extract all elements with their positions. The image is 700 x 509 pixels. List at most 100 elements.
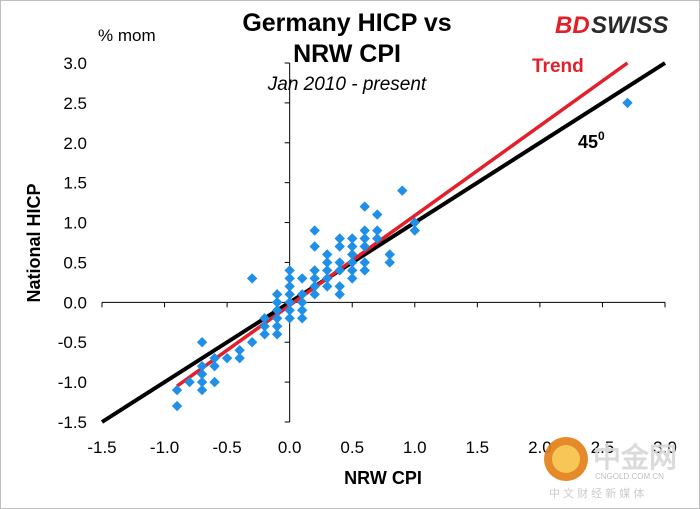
scatter-point bbox=[296, 297, 308, 308]
scatter-point bbox=[284, 305, 295, 316]
brand-logo-bd: BD bbox=[555, 12, 590, 39]
scatter-point bbox=[409, 225, 420, 236]
scatter-point bbox=[271, 329, 283, 340]
x-tick-label: 2.5 bbox=[591, 438, 615, 457]
y-tick-label: 2.5 bbox=[63, 94, 87, 113]
scatter-point bbox=[184, 376, 195, 388]
y-tick-label: -1.0 bbox=[58, 373, 87, 392]
series-line-trend bbox=[176, 61, 629, 388]
scatter-point bbox=[296, 313, 308, 324]
watermark-domain: CNGOLD.COM.CN bbox=[595, 472, 664, 481]
watermark-logo-inner bbox=[552, 445, 580, 473]
scatter-point bbox=[284, 281, 295, 292]
scatter-point bbox=[284, 297, 295, 308]
brand-logo-swiss: SWISS bbox=[591, 12, 668, 39]
scatter-point bbox=[334, 257, 345, 268]
scatter-point bbox=[284, 273, 295, 284]
scatter-point bbox=[372, 209, 383, 220]
x-tick-label: 3.0 bbox=[653, 438, 677, 457]
scatter-point bbox=[409, 217, 420, 228]
scatter-point bbox=[309, 273, 320, 284]
scatter-point bbox=[259, 321, 270, 332]
chart-title-line2: NRW CPI bbox=[293, 40, 401, 68]
scatter-point bbox=[259, 329, 270, 340]
scatter-point bbox=[359, 241, 370, 252]
scatter-point bbox=[322, 273, 333, 284]
scatter-point bbox=[347, 265, 358, 276]
y-tick-label: 1.5 bbox=[63, 174, 87, 193]
scatter-point bbox=[334, 289, 345, 300]
scatter-point bbox=[347, 249, 358, 260]
trend-line-label: Trend bbox=[532, 56, 584, 77]
scatter-point bbox=[284, 289, 295, 300]
scatter-point bbox=[334, 233, 345, 244]
brand-logo: BD SWISS bbox=[555, 12, 668, 39]
scatter-point bbox=[271, 305, 283, 316]
scatter-point bbox=[246, 273, 258, 284]
x-tick-label: 1.5 bbox=[466, 438, 490, 457]
scatter-point bbox=[209, 360, 220, 372]
y-tick-group: -1.5 -1.0 -0.5 0.0 0.5 1.0 1.5 2.0 2.5 3.0 bbox=[58, 54, 290, 432]
x-tick-label: 0.5 bbox=[340, 438, 364, 457]
scatter-point bbox=[296, 305, 308, 316]
scatter-point bbox=[622, 97, 633, 109]
scatter-point bbox=[347, 233, 358, 244]
x-tick-label: -0.5 bbox=[212, 438, 241, 457]
scatter-point bbox=[372, 233, 383, 244]
scatter-point bbox=[196, 368, 208, 380]
scatter-point bbox=[334, 241, 345, 252]
x-tick-label: 1.0 bbox=[403, 438, 427, 457]
scatter-point bbox=[309, 241, 320, 252]
scatter-point bbox=[372, 225, 383, 236]
scatter-point bbox=[234, 345, 245, 356]
scatter-point bbox=[309, 265, 320, 276]
scatter-point bbox=[309, 225, 320, 236]
scatter-point bbox=[209, 376, 220, 388]
scatter-point bbox=[196, 376, 208, 388]
scatter-point bbox=[359, 265, 370, 276]
line-45-label: 450 bbox=[578, 129, 605, 152]
scatter-point bbox=[284, 265, 295, 276]
scatter-point bbox=[322, 249, 333, 260]
scatter-point bbox=[309, 289, 320, 300]
scatter-point bbox=[347, 273, 358, 284]
scatter-point bbox=[322, 281, 333, 292]
scatter-point bbox=[196, 360, 208, 372]
chart-title-line1: Germany HICP vs bbox=[242, 9, 451, 37]
scatter-point bbox=[271, 313, 283, 324]
x-tick-group: -1.5 -1.0 -0.5 0.0 0.5 1.0 1.5 2.0 2.5 3.0 bbox=[87, 302, 677, 457]
scatter-point bbox=[384, 257, 395, 268]
y-tick-label: 2.0 bbox=[63, 134, 87, 153]
x-axis-label: NRW CPI bbox=[344, 468, 422, 488]
scatter-point bbox=[196, 384, 208, 396]
scatter-point bbox=[246, 337, 258, 348]
scatter-point bbox=[322, 265, 333, 276]
watermark: 中金网 CNGOLD.COM.CN 中 文 财 经 新 媒 体 bbox=[544, 437, 677, 500]
unit-label: % mom bbox=[98, 26, 156, 45]
scatter-point bbox=[309, 281, 320, 292]
watermark-tagline: 中 文 财 经 新 媒 体 bbox=[549, 486, 644, 500]
scatter-point bbox=[359, 257, 370, 268]
chart-subtitle: Jan 2010 - present bbox=[267, 74, 427, 95]
y-tick-label: 0.0 bbox=[63, 293, 87, 312]
scatter-point bbox=[397, 185, 408, 196]
y-tick-label: 0.5 bbox=[63, 253, 87, 272]
line-45-label-superscript: 0 bbox=[598, 129, 605, 143]
scatter-point bbox=[296, 289, 308, 300]
y-tick-label: -0.5 bbox=[58, 333, 87, 352]
scatter-point bbox=[234, 352, 245, 364]
scatter-point bbox=[334, 265, 345, 276]
scatter-point bbox=[271, 321, 283, 332]
scatter-point bbox=[259, 313, 270, 324]
series-line-45-degree bbox=[100, 61, 667, 424]
watermark-main-text: 中金网 bbox=[593, 441, 677, 473]
x-tick-label: 0.0 bbox=[278, 438, 302, 457]
scatter-point bbox=[359, 225, 370, 236]
scatter-point bbox=[347, 241, 358, 252]
scatter-point bbox=[384, 249, 395, 260]
scatter-point bbox=[271, 289, 283, 300]
scatter-point bbox=[322, 257, 333, 268]
y-tick-label: 1.0 bbox=[63, 214, 87, 233]
